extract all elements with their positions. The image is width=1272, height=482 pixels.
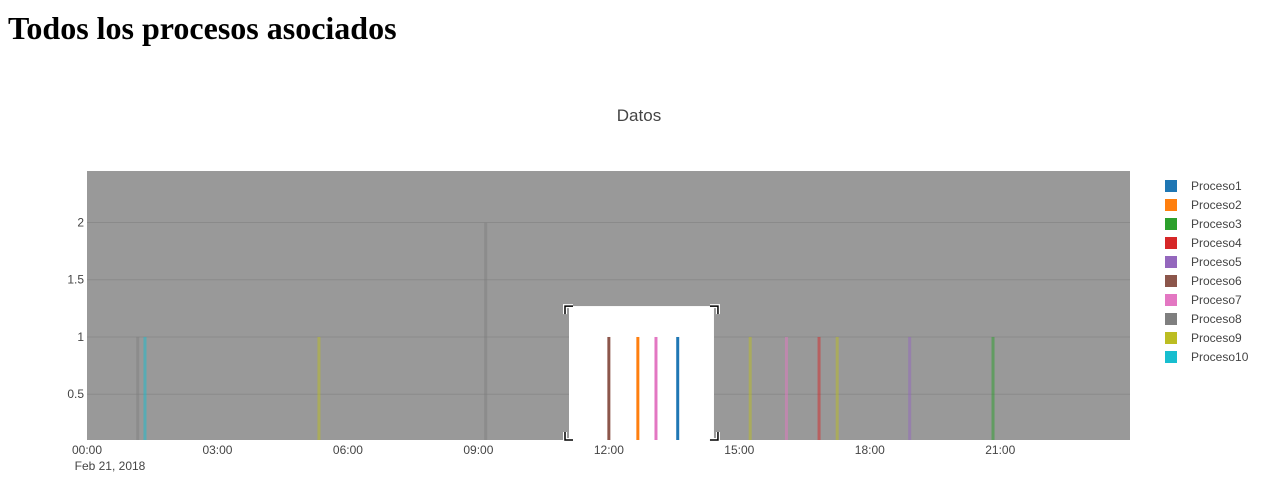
bar-proceso9[interactable] <box>748 336 752 440</box>
legend-swatch <box>1165 294 1177 306</box>
legend-swatch <box>1165 313 1177 325</box>
legend-label: Proceso3 <box>1191 217 1242 231</box>
legend-label: Proceso5 <box>1191 255 1242 269</box>
bars <box>136 222 995 440</box>
x-tick-label: 09:00 <box>463 443 493 457</box>
x-axis-date-label: Feb 21, 2018 <box>75 459 146 473</box>
y-axis: 0.5 1 1.5 2 <box>67 216 84 402</box>
x-tick-label: 18:00 <box>855 443 885 457</box>
legend-swatch <box>1165 180 1177 192</box>
bar-proceso10[interactable] <box>143 336 147 440</box>
y-tick-label: 1.5 <box>67 273 84 287</box>
bar-proceso2[interactable] <box>636 336 640 440</box>
x-tick-label: 00:00 <box>72 443 102 457</box>
y-tick-label: 2 <box>77 216 84 230</box>
bar-proceso9[interactable] <box>835 336 839 440</box>
x-tick-label: 15:00 <box>724 443 754 457</box>
bar-proceso7[interactable] <box>654 336 658 440</box>
legend-item-proceso6[interactable]: Proceso6 <box>1165 274 1242 288</box>
bar-proceso7[interactable] <box>784 336 788 440</box>
legend-swatch <box>1165 218 1177 230</box>
legend-swatch <box>1165 199 1177 211</box>
legend-label: Proceso9 <box>1191 331 1242 345</box>
legend-swatch <box>1165 275 1177 287</box>
bar-proceso3[interactable] <box>991 336 995 440</box>
bar-proceso4[interactable] <box>817 336 821 440</box>
legend-item-proceso3[interactable]: Proceso3 <box>1165 217 1242 231</box>
legend-item-proceso2[interactable]: Proceso2 <box>1165 198 1242 212</box>
x-tick-label: 12:00 <box>594 443 624 457</box>
legend[interactable]: Proceso1 Proceso2 Proceso3 Proceso4 Proceso5… <box>1165 179 1249 364</box>
selection-corner-handle[interactable] <box>709 432 719 441</box>
x-axis: 00:00 03:00 06:00 09:00 12:00 15:00 18:00 21:00 <box>72 443 1016 457</box>
x-tick-label: 06:00 <box>333 443 363 457</box>
legend-label: Proceso6 <box>1191 274 1242 288</box>
x-tick-label: 03:00 <box>202 443 232 457</box>
legend-label: Proceso7 <box>1191 293 1242 307</box>
legend-label: Proceso1 <box>1191 179 1242 193</box>
bar-proceso9[interactable] <box>317 336 321 440</box>
legend-swatch <box>1165 332 1177 344</box>
selection-corners[interactable] <box>562 304 720 442</box>
bar-proceso1[interactable] <box>676 336 680 440</box>
y-tick-label: 0.5 <box>67 387 84 401</box>
legend-swatch <box>1165 256 1177 268</box>
legend-swatch <box>1165 351 1177 363</box>
legend-item-proceso4[interactable]: Proceso4 <box>1165 236 1242 250</box>
legend-item-proceso9[interactable]: Proceso9 <box>1165 331 1242 345</box>
legend-label: Proceso10 <box>1191 350 1249 364</box>
selection-box[interactable] <box>568 306 714 440</box>
legend-item-proceso7[interactable]: Proceso7 <box>1165 293 1242 307</box>
legend-label: Proceso4 <box>1191 236 1242 250</box>
page-title: Todos los procesos asociados <box>8 10 397 46</box>
bar-proceso8[interactable] <box>136 336 140 440</box>
legend-swatch <box>1165 237 1177 249</box>
y-tick-label: 1 <box>77 330 84 344</box>
selection-corner-handle[interactable] <box>709 305 719 315</box>
bar-proceso5[interactable] <box>908 336 912 440</box>
legend-label: Proceso2 <box>1191 198 1242 212</box>
selection-corner-handle[interactable] <box>564 432 573 441</box>
bar-proceso6[interactable] <box>607 336 611 440</box>
x-tick-label: 21:00 <box>985 443 1015 457</box>
legend-label: Proceso8 <box>1191 312 1242 326</box>
chart-title: Datos <box>617 106 661 125</box>
legend-item-proceso5[interactable]: Proceso5 <box>1165 255 1242 269</box>
selection-corner-handle[interactable] <box>564 305 573 315</box>
legend-item-proceso10[interactable]: Proceso10 <box>1165 350 1249 364</box>
bar-proceso8[interactable] <box>484 222 488 440</box>
legend-item-proceso8[interactable]: Proceso8 <box>1165 312 1242 326</box>
legend-item-proceso1[interactable]: Proceso1 <box>1165 179 1242 193</box>
